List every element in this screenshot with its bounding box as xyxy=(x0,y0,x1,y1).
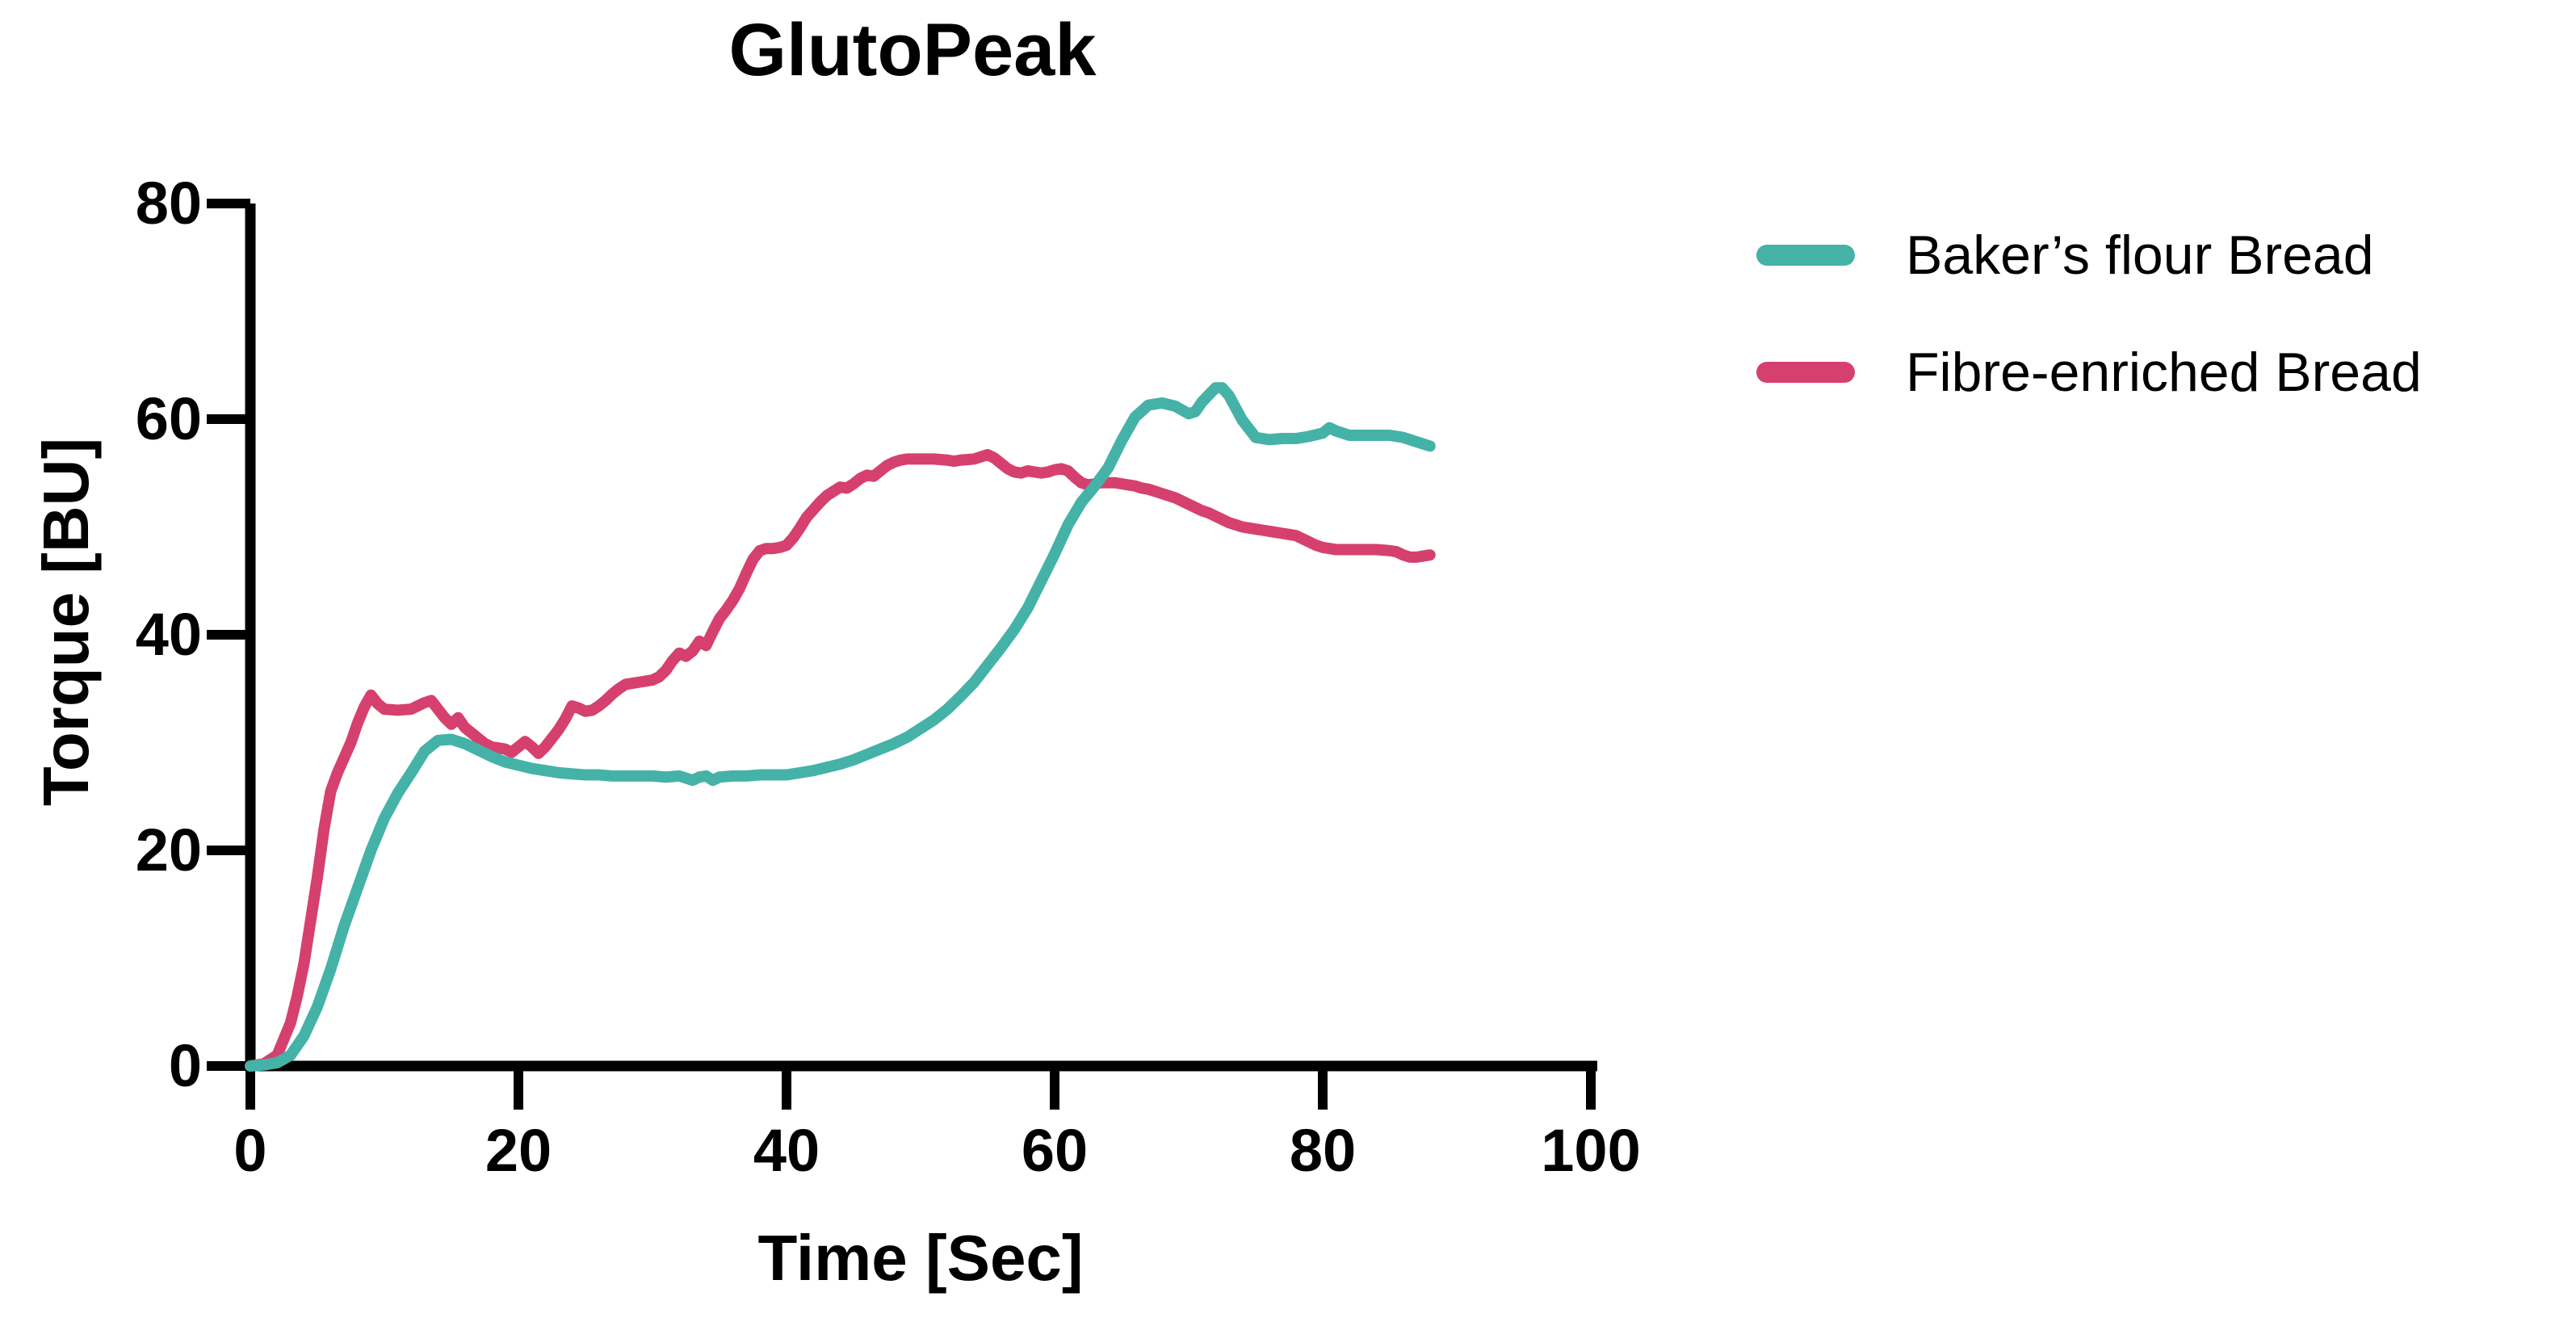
x-tick-label-100: 100 xyxy=(1541,1117,1641,1184)
series-line-baker-s-flour-bread xyxy=(245,382,1436,1072)
x-axis-title: Time [Sec] xyxy=(757,1222,1084,1294)
y-tick-label-20: 20 xyxy=(135,816,202,883)
y-tick-label-60: 60 xyxy=(135,385,202,452)
series-line-fibre-enriched-bread xyxy=(245,449,1436,1072)
y-tick-label-40: 40 xyxy=(135,601,202,668)
x-tick-label-20: 20 xyxy=(485,1117,552,1184)
y-tick-label-0: 0 xyxy=(168,1032,202,1099)
legend-item-fibre-enriched-bread: Fibre-enriched Bread xyxy=(1756,342,2422,403)
legend-swatch-fibre-enriched-bread xyxy=(1756,362,1855,383)
chart-title: GlutoPeak xyxy=(728,9,1097,91)
x-tick-label-0: 0 xyxy=(233,1117,267,1184)
x-tick-label-60: 60 xyxy=(1021,1117,1089,1184)
legend-label-bakers-flour-bread: Baker’s flour Bread xyxy=(1906,225,2374,286)
x-tick-label-80: 80 xyxy=(1289,1117,1357,1184)
legend-item-bakers-flour-bread: Baker’s flour Bread xyxy=(1756,225,2374,286)
y-tick-label-80: 80 xyxy=(135,170,202,237)
x-tick-label-40: 40 xyxy=(753,1117,820,1184)
legend-label-fibre-enriched-bread: Fibre-enriched Bread xyxy=(1906,342,2422,403)
legend-swatch-bakers-flour-bread xyxy=(1756,245,1855,266)
